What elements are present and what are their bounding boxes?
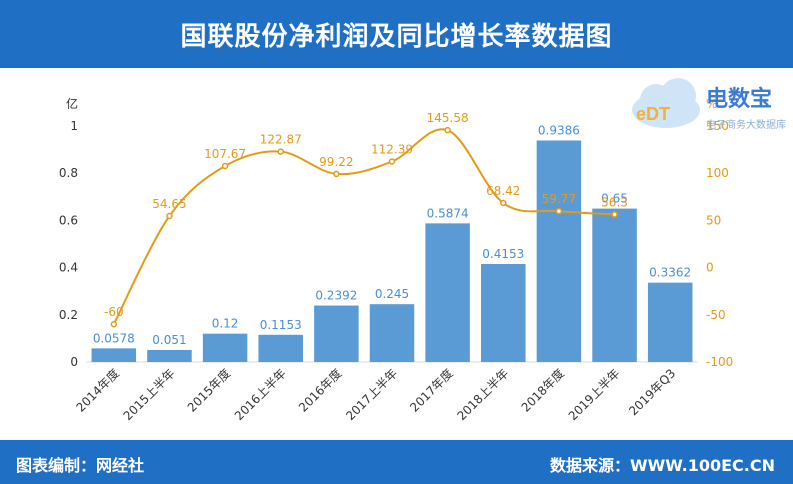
bar-data-label: 0.3362 (649, 266, 691, 280)
right-tick-label: -50 (706, 308, 726, 322)
bar-data-label: 0.245 (375, 287, 409, 301)
line-data-label: 59.77 (542, 192, 576, 206)
category-label: 2019年Q3 (626, 366, 678, 418)
bar (202, 333, 248, 362)
category-label: 2017上半年 (343, 366, 400, 423)
left-tick-label: 0.6 (59, 213, 78, 227)
bar-data-label: 0.4153 (482, 247, 524, 261)
line-point (166, 212, 173, 220)
line-point (388, 158, 396, 165)
category-label: 2018年度 (518, 366, 567, 415)
bar (369, 304, 415, 362)
header-bar: 国联股份净利润及同比增长率数据图 (0, 0, 793, 68)
bar-data-label: 0.1153 (260, 318, 302, 332)
line-data-label: 122.87 (260, 133, 302, 147)
line-point (277, 148, 284, 155)
line-point (444, 126, 451, 134)
line-series: -60 54.65 107.67 122.87 99.22 112.39 145.58 68.… (104, 111, 628, 328)
right-tick-label: 100 (706, 166, 729, 180)
right-axis-unit: % (706, 97, 717, 111)
line-point (500, 199, 507, 207)
category-label: 2015年度 (184, 366, 233, 415)
growth-line (112, 128, 615, 325)
footer-credit: 图表编制：网经社 (16, 456, 145, 475)
right-tick-label: 50 (706, 213, 721, 227)
right-tick-label: 0 (706, 261, 714, 275)
category-label: 2016年度 (295, 366, 344, 415)
logo-brand: 电数宝 (706, 86, 772, 112)
bar (592, 208, 637, 362)
line-point (110, 320, 118, 328)
line-data-label: 145.58 (427, 111, 469, 125)
bar (258, 334, 303, 362)
line-data-label: 107.67 (204, 147, 246, 161)
category-label: 2017年度 (407, 366, 456, 415)
bar-series: 0.0578 0.051 0.12 0.1153 0.2392 0.245 0.5874 0.… (91, 123, 693, 362)
line-point (555, 207, 563, 215)
left-tick-label: 0.2 (59, 308, 78, 322)
line-point (333, 170, 340, 178)
right-tick-label: -100 (706, 355, 733, 369)
bar (147, 349, 192, 362)
bar-data-label: 0.12 (212, 317, 239, 331)
bar-data-label: 0.9386 (538, 123, 580, 137)
line-data-label: 68.42 (486, 184, 520, 198)
line-data-label: 99.22 (319, 155, 353, 169)
bar (481, 263, 526, 362)
footer-source: 数据来源：WWW.100EC.CN (549, 456, 775, 475)
bar-data-label: 0.65 (601, 192, 628, 206)
category-label: 2019上半年 (566, 366, 623, 423)
footer-bar: 图表编制：网经社 数据来源：WWW.100EC.CN (0, 440, 793, 484)
line-point (611, 211, 618, 218)
cloud-icon (632, 78, 700, 128)
category-label: 2018上半年 (454, 366, 511, 423)
line-point (221, 162, 229, 170)
line-data-label: 56.3 (601, 195, 628, 209)
line-data-label: 112.39 (371, 143, 413, 157)
bar-data-label: 0.0578 (93, 331, 135, 345)
category-label: 2014年度 (73, 366, 122, 415)
bar-data-label: 0.5874 (427, 206, 469, 220)
axes: 0 0.2 0.4 0.6 0.8 1 亿 -100 -50 0 50 100 150% (59, 96, 733, 369)
bar (647, 282, 693, 362)
right-tick-label: 150 (706, 119, 729, 133)
logo: eDT 电数宝 电子商务大数据库 (632, 78, 786, 131)
logo-subtitle: 电子商务大数据库 (706, 118, 786, 131)
category-label: 2016上半年 (232, 366, 289, 423)
left-tick-label: 0.8 (59, 166, 78, 180)
category-label: 2015上半年 (121, 366, 178, 423)
bar-data-label: 0.051 (152, 333, 186, 347)
chart-title: 国联股份净利润及同比增长率数据图 (180, 21, 613, 52)
logo-badge: eDT (636, 104, 670, 124)
bar (536, 140, 582, 362)
left-tick-label: 0 (70, 355, 78, 369)
left-tick-label: 1 (70, 119, 78, 133)
bar (425, 223, 470, 362)
line-data-label: 54.65 (152, 197, 186, 211)
left-axis-unit: 亿 (66, 96, 78, 111)
left-tick-label: 0.4 (59, 261, 78, 275)
bar-data-label: 0.2392 (315, 289, 357, 303)
bar (91, 348, 137, 362)
line-data-label: -60 (104, 305, 124, 319)
bar (314, 305, 359, 362)
